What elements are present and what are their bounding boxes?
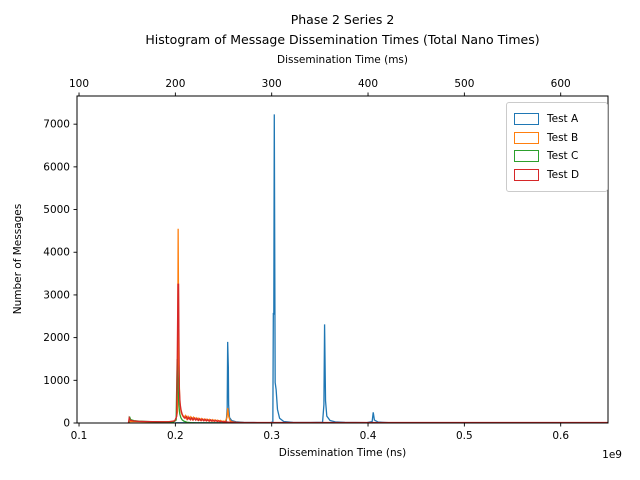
series-line-test-c [128,358,608,424]
x-tick-label: 0.6 [552,430,569,442]
axes-spines [76,95,609,424]
y-tick-label: 7000 [43,119,70,131]
bottom-x-axis-label: Dissemination Time (ns) [278,447,407,459]
y-tick-label: 6000 [43,161,70,173]
legend-label: Test B [547,131,579,144]
x-axis-offset-label: 1e9 [602,449,622,461]
x-tick-label: 0.5 [456,430,473,442]
legend-label: Test A [547,112,579,125]
y-tick-label: 0 [63,418,70,430]
legend-label: Test C [547,150,579,163]
x-tick-label: 0.4 [360,430,377,442]
series-line-test-b [128,228,608,424]
legend-entry-test-c: Test C [514,150,600,163]
y-tick-label: 5000 [43,204,70,216]
y-tick-label: 2000 [43,332,70,344]
top-x-tick-label: 500 [454,78,474,90]
x-tick-label: 0.1 [71,430,88,442]
top-x-tick-label: 300 [262,78,282,90]
legend: Test A Test B Test C Test D [506,102,608,192]
legend-swatch-icon [514,112,539,125]
legend-swatch-icon [514,150,539,163]
x-tick-label: 0.3 [263,430,280,442]
chart-title-line1: Phase 2 Series 2 [290,12,395,27]
legend-entry-test-a: Test A [514,112,600,125]
top-x-tick-label: 100 [69,78,89,90]
y-tick-label: 3000 [43,289,70,301]
legend-swatch-icon [514,169,539,182]
top-x-tick-label: 600 [551,78,571,90]
series-line-test-d [127,283,608,424]
top-x-tick-label: 400 [358,78,378,90]
x-tick-label: 0.2 [167,430,184,442]
legend-entry-test-b: Test B [514,131,600,144]
top-x-axis-label: Dissemination Time (ms) [276,54,408,66]
y-tick-label: 4000 [43,247,70,259]
y-axis-label: Number of Messages [12,203,24,315]
chart-title-line2: Histogram of Message Dissemination Times… [145,32,540,47]
top-x-tick-label: 200 [165,78,185,90]
legend-swatch-icon [514,131,539,144]
y-tick-label: 1000 [43,375,70,387]
legend-label: Test D [547,169,580,182]
legend-entry-test-d: Test D [514,169,600,182]
